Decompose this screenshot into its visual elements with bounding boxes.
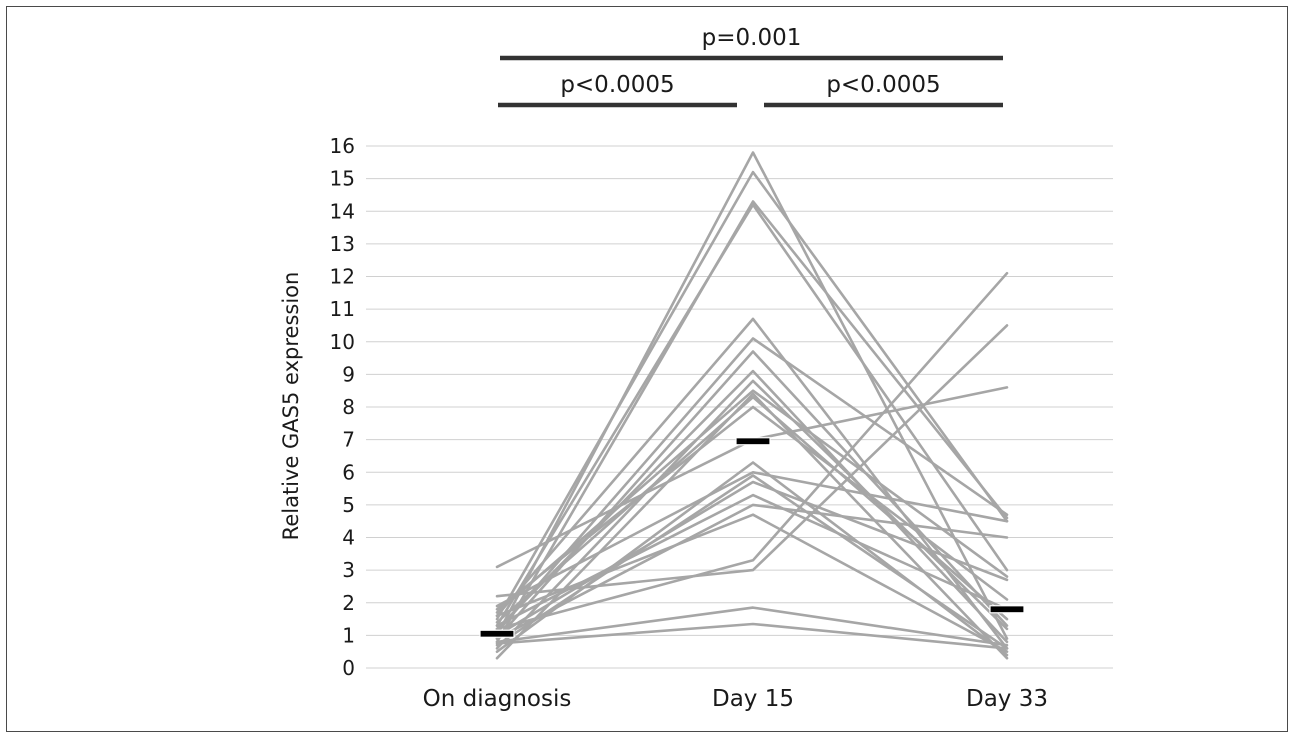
figure-frame [6,6,1288,732]
y-tick-label: 15 [330,167,355,191]
patient-line [495,324,1009,598]
patient-line [495,405,1009,611]
significance-label: p=0.001 [702,25,802,51]
patient-line [495,151,1009,640]
patient-line [495,606,1009,647]
x-category-label: Day 15 [712,686,794,712]
significance-label: p<0.0005 [560,72,674,98]
patient-line [495,203,1009,627]
patient-line [495,513,1009,654]
patient-series [495,151,1009,660]
y-tick-label: 7 [342,428,355,452]
y-tick-label: 14 [330,199,355,223]
patient-line [495,389,1009,614]
y-tick-label: 5 [342,493,355,517]
patient-line [495,271,1009,631]
median-marker [479,629,515,638]
significance-label: p<0.0005 [826,72,940,98]
patient-line [495,392,1009,660]
y-tick-label: 3 [342,558,355,582]
median-marker [735,437,771,446]
y-tick-label: 4 [342,526,355,550]
y-tick-label: 16 [330,134,355,158]
y-tick-label: 12 [330,265,355,289]
y-tick-label: 9 [342,362,355,386]
median-marker [989,605,1025,614]
median-markers [479,437,1025,638]
y-tick-label: 0 [342,656,355,680]
patient-line [495,317,1009,650]
x-category-label: On diagnosis [423,686,572,712]
patient-line [495,337,1009,634]
y-tick-label: 2 [342,591,355,615]
patient-line [495,622,1009,650]
y-axis-label: Relative GAS5 expression [279,272,303,541]
y-tick-label: 8 [342,395,355,419]
patient-line [495,480,1009,637]
significance-brackets: p=0.001 p<0.0005 p<0.0005 [498,25,1003,108]
patient-line [495,503,1009,640]
y-tick-label: 13 [330,232,355,256]
patient-line [495,470,1009,608]
y-tick-label: 10 [330,330,355,354]
patient-line [495,200,1009,644]
y-tick-label: 6 [342,460,355,484]
patient-line [495,395,1009,624]
y-tick-label: 11 [330,297,355,321]
x-category-label: Day 33 [966,686,1048,712]
x-category-labels: On diagnosis Day 15 Day 33 [423,686,1048,712]
y-tick-label: 1 [342,623,355,647]
